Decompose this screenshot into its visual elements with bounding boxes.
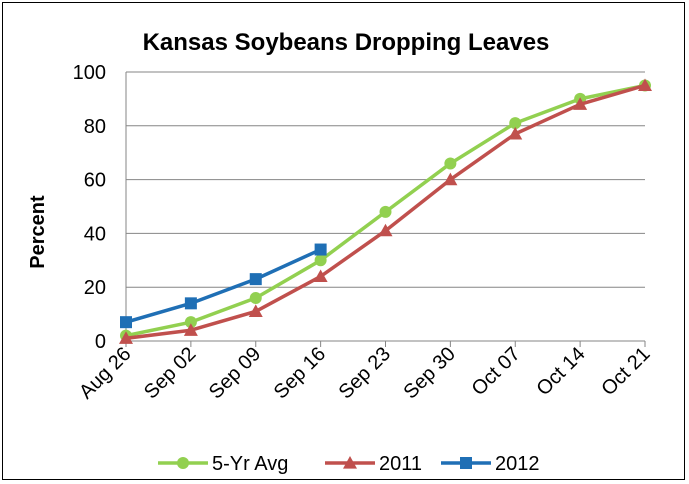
legend-item: 5-Yr Avg — [158, 453, 288, 475]
data-point — [184, 316, 197, 329]
chart-frame — [2, 2, 685, 480]
y-tick-label: 100 — [73, 62, 106, 84]
data-point — [638, 78, 652, 92]
data-point — [379, 205, 392, 218]
legend-label: 2011 — [379, 453, 422, 475]
data-point — [508, 126, 523, 140]
data-point — [314, 254, 327, 267]
y-tick-label: 20 — [84, 277, 106, 299]
data-point — [443, 172, 458, 186]
y-axis-label: Percent — [27, 195, 49, 269]
x-tick-label: Sep 09 — [205, 343, 265, 403]
x-tick-label: Sep 02 — [140, 343, 200, 403]
data-point — [183, 323, 198, 336]
x-tick-label: Sep 23 — [335, 343, 395, 403]
data-point — [119, 331, 133, 344]
data-point — [444, 157, 457, 170]
legend-item: 2012 — [441, 453, 540, 475]
series-2012 — [120, 243, 327, 329]
legend: 5-Yr Avg 2011 2012 — [158, 453, 540, 475]
data-point — [313, 269, 328, 283]
series-lines — [119, 78, 652, 344]
x-tick-label: Sep 30 — [400, 343, 460, 403]
legend-label: 2012 — [495, 453, 540, 475]
series-line — [125, 247, 322, 324]
data-point — [184, 297, 197, 310]
y-tick-label: 0 — [95, 331, 106, 353]
data-point — [249, 273, 262, 286]
x-tick-label: Oct 07 — [468, 343, 525, 400]
y-tick-label: 80 — [84, 116, 106, 138]
data-point — [177, 457, 189, 469]
legend-label: 5-Yr Avg — [212, 453, 288, 475]
data-point — [314, 243, 327, 256]
x-tick-label: Oct 14 — [532, 343, 589, 400]
chart-title: Kansas Soybeans Dropping Leaves — [143, 29, 550, 56]
data-point — [249, 291, 262, 304]
data-point — [248, 304, 263, 318]
legend-item: 2011 — [325, 453, 422, 475]
x-tick-label: Oct 21 — [597, 343, 654, 400]
data-point — [509, 117, 522, 130]
y-tick-label: 60 — [84, 170, 106, 192]
x-tick-label: Sep 16 — [270, 343, 330, 403]
data-point — [343, 456, 357, 469]
series-2011 — [119, 78, 652, 344]
data-point — [120, 316, 132, 329]
data-point — [460, 457, 472, 469]
y-tick-label: 40 — [84, 223, 106, 245]
data-point — [378, 223, 393, 237]
series-5-yr-avg — [120, 79, 651, 342]
data-point — [573, 97, 588, 110]
